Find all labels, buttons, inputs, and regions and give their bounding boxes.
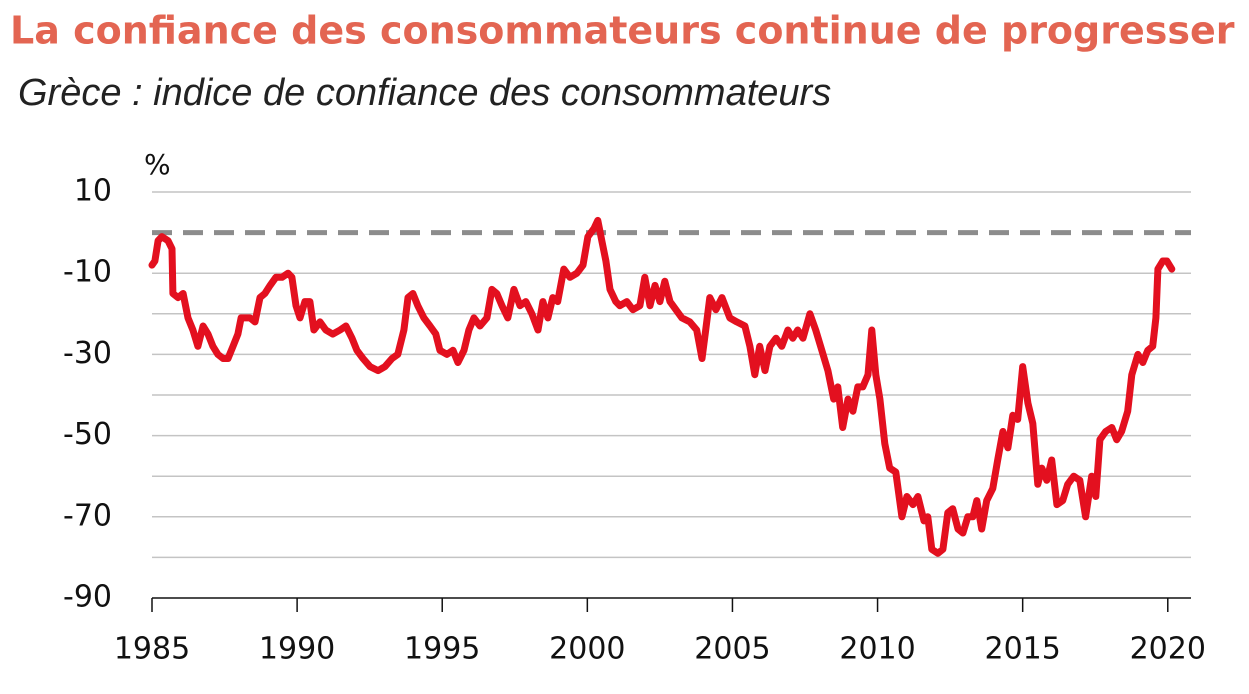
- y-unit: %: [144, 148, 171, 181]
- y-tick-label: -50: [63, 417, 112, 452]
- x-tick-label: 2015: [984, 632, 1060, 667]
- chart-title: La confiance des consommateurs continue …: [10, 9, 1235, 53]
- x-tick-label: 2005: [694, 632, 770, 667]
- y-tick-label: -70: [63, 498, 112, 533]
- y-tick-label: -90: [63, 580, 112, 615]
- x-tick-label: 1995: [404, 632, 480, 667]
- x-tick-label: 1985: [114, 632, 190, 667]
- y-tick-label: 10: [74, 174, 112, 209]
- x-tick-label: 2000: [549, 632, 625, 667]
- x-tick-label: 1990: [259, 632, 335, 667]
- chart-subtitle: Grèce : indice de confiance des consomma…: [18, 72, 831, 114]
- data-line: [148, 216, 1176, 557]
- x-tick-label: 2010: [839, 632, 915, 667]
- y-tick-label: -30: [63, 336, 112, 371]
- y-tick-label: -10: [63, 255, 112, 290]
- x-tick-label: 2020: [1130, 632, 1206, 667]
